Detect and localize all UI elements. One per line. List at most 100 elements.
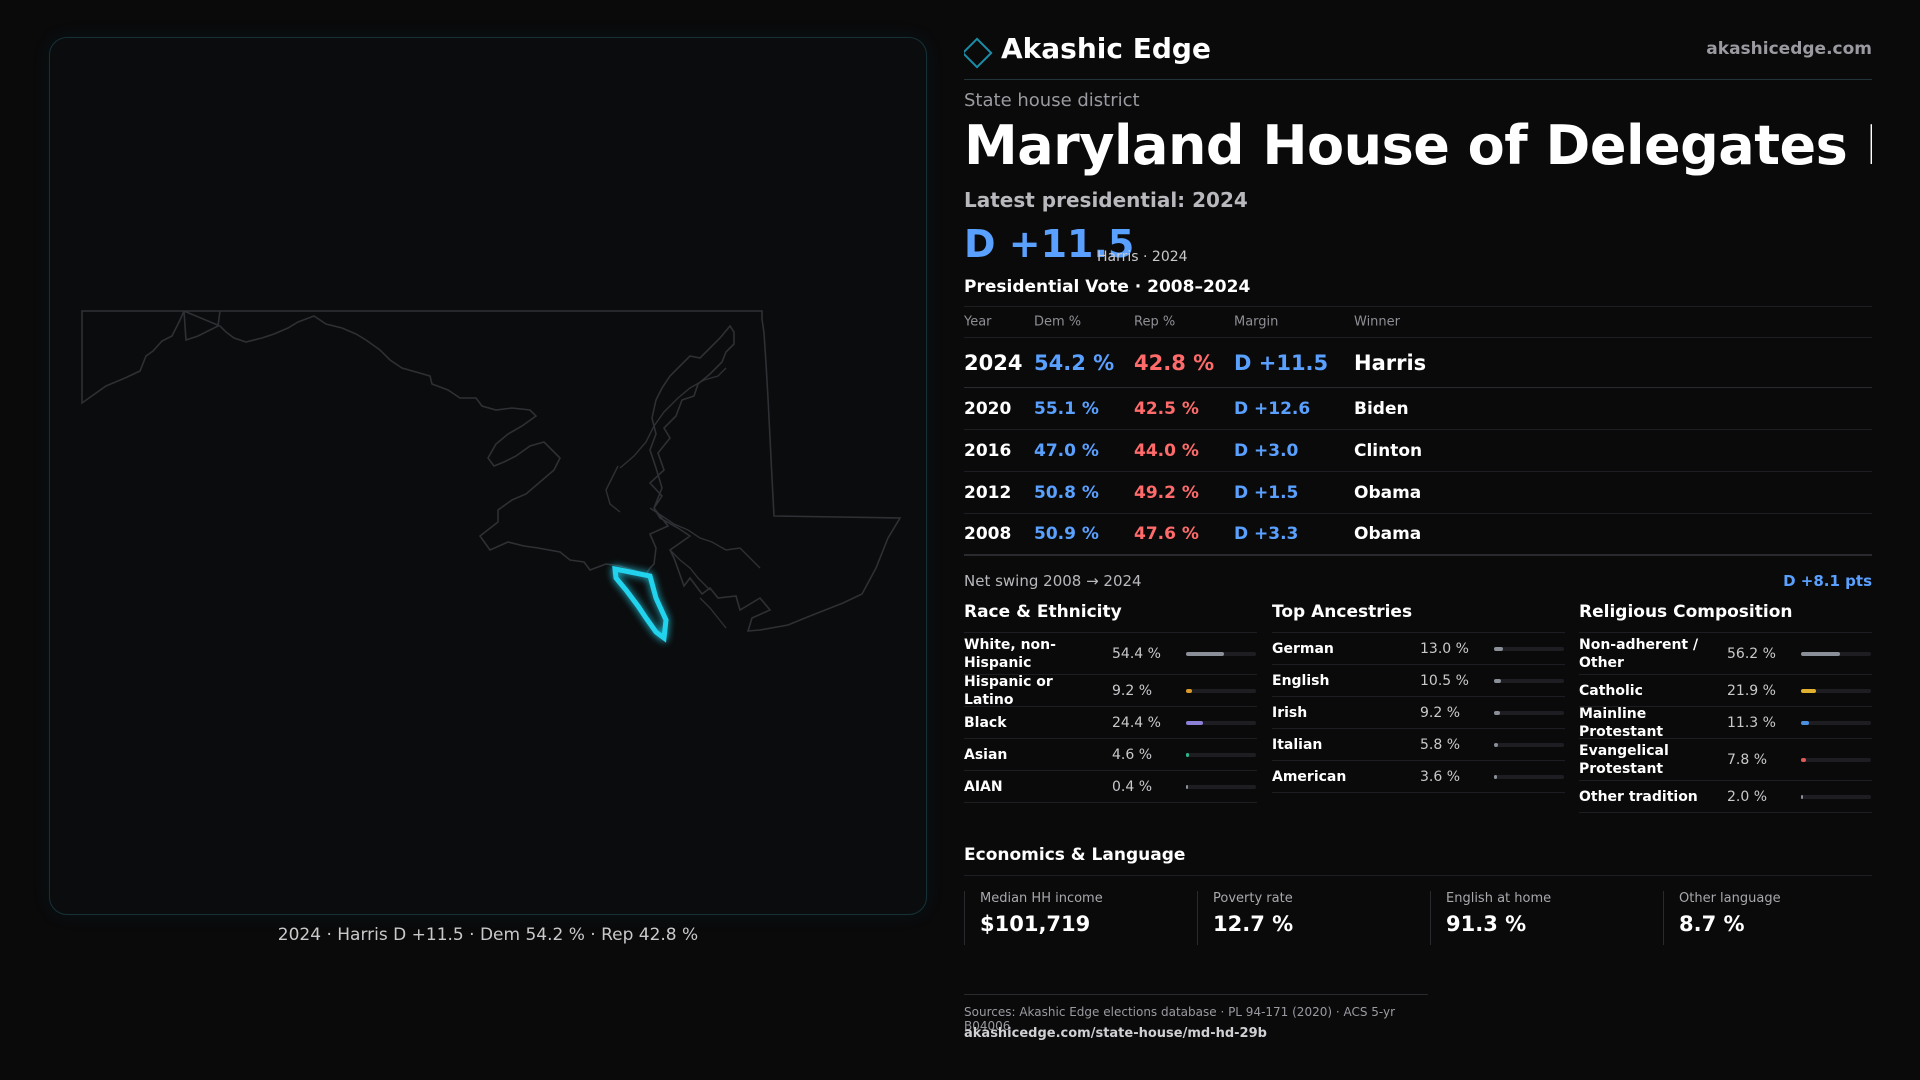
cell-rep: 47.6 % [1134,524,1199,544]
net-swing: Net swing 2008 → 2024 D +8.1 pts [964,572,1872,590]
row-label: Asian [964,746,1008,763]
cell-winner: Obama [1354,482,1422,503]
table-row: 2016 47.0 % 44.0 % D +3.0 Clinton [964,430,1872,472]
brand-header: Akashic Edge akashicedge.com [964,28,1872,80]
presidential-section-title: Presidential Vote · 2008–2024 [964,277,1251,297]
econ-other-language: Other language 8.7 % [1663,891,1872,945]
cell-rep: 49.2 % [1134,482,1199,503]
cell-rep: 42.8 % [1134,350,1215,375]
religion-title: Religious Composition [1579,602,1872,633]
row-label: AIAN [964,778,1003,795]
page-title: Maryland House of Delegates District 29B [964,114,1872,177]
list-item: Catholic 21.9 % [1579,675,1872,707]
ancestry-panel: Top Ancestries German 13.0 % English 10.5 %… [1272,602,1565,793]
row-label: Non-adherent / Other [1579,636,1699,671]
row-label: Hispanic or Latino [964,673,1053,708]
share-bar [1801,651,1871,656]
presidential-table: Year Dem % Rep % Margin Winner 2024 54.2… [964,306,1872,556]
econ-value: 91.3 % [1446,912,1527,936]
econ-label: Other language [1679,891,1781,906]
row-label: German [1272,640,1334,657]
share-bar-fill [1801,757,1807,762]
row-label: Evangelical Protestant [1579,742,1669,777]
share-bar [1801,757,1871,762]
cell-margin: D +12.6 [1234,398,1311,419]
cell-year: 2020 [964,398,1012,419]
cell-margin: D +3.0 [1234,440,1299,461]
race-ethnicity-title: Race & Ethnicity [964,602,1257,633]
brand-url-link[interactable]: akashicedge.com [1706,39,1872,59]
share-bar-fill [1186,651,1225,656]
cell-year: 2012 [964,482,1012,503]
sources-note: Sources: Akashic Edge elections database… [964,994,1428,1033]
list-item: Black 24.4 % [964,707,1257,739]
info-panel: Akashic Edge akashicedge.com State house… [964,0,1872,1080]
econ-value: 12.7 % [1213,912,1294,936]
share-bar-fill [1801,651,1841,656]
share-bar-fill [1801,794,1803,799]
ancestry-title: Top Ancestries [1272,602,1565,633]
share-bar [1186,688,1256,693]
share-bar-fill [1186,784,1188,789]
list-item: Hispanic or Latino 9.2 % [964,673,1257,708]
row-value: 3.6 % [1420,768,1461,785]
econ-english: English at home 91.3 % [1430,891,1663,945]
row-label: Italian [1272,736,1323,753]
row-value: 9.2 % [1420,704,1461,721]
row-value: 7.8 % [1727,751,1768,768]
row-label: American [1272,768,1347,785]
map-caption: 2024 · Harris D +11.5 · Dem 54.2 % · Rep… [277,925,699,945]
table-header-row: Year Dem % Rep % Margin Winner [964,306,1872,338]
share-bar-fill [1494,646,1504,651]
econ-value: $101,719 [980,912,1091,936]
list-item: Irish 9.2 % [1272,697,1565,729]
cell-margin: D +11.5 [1234,350,1329,375]
row-label: Black [964,714,1007,731]
cell-winner: Obama [1354,524,1422,544]
row-value: 0.4 % [1112,778,1153,795]
econ-poverty: Poverty rate 12.7 % [1197,891,1430,945]
share-bar-fill [1494,742,1499,747]
list-item: Mainline Protestant 11.3 % [1579,705,1872,740]
row-value: 13.0 % [1420,640,1469,657]
cell-dem: 54.2 % [1034,350,1115,375]
row-value: 21.9 % [1727,682,1776,699]
brand-name: Akashic Edge [1001,32,1211,65]
row-label: Other tradition [1579,788,1698,805]
state-map [81,310,902,643]
list-item: White, non-Hispanic 54.4 % [964,633,1257,675]
share-bar-fill [1801,720,1809,725]
list-item: AIAN 0.4 % [964,771,1257,803]
share-bar-fill [1186,688,1193,693]
religion-panel: Religious Composition Non-adherent / Oth… [1579,602,1872,813]
cell-dem: 55.1 % [1034,398,1099,419]
econ-label: Poverty rate [1213,891,1293,906]
row-value: 5.8 % [1420,736,1461,753]
share-bar [1186,752,1256,757]
share-bar [1494,710,1564,715]
share-bar [1494,678,1564,683]
cell-winner: Harris [1354,350,1427,375]
list-item: Other tradition 2.0 % [1579,781,1872,813]
share-bar-fill [1801,688,1817,693]
brand-logo-icon [964,37,993,69]
table-row: 2008 50.9 % 47.6 % D +3.3 Obama [964,514,1872,556]
share-bar [1801,720,1871,725]
sources-url-link[interactable]: akashicedge.com/state-house/md-hd-29b [964,1026,1267,1041]
header-year: Year [964,314,992,330]
share-bar [1494,774,1564,779]
row-label: Catholic [1579,682,1643,699]
table-row: 2012 50.8 % 49.2 % D +1.5 Obama [964,472,1872,514]
share-bar [1186,651,1256,656]
cell-year: 2024 [964,350,1023,375]
state-outline [81,310,902,632]
share-bar [1494,742,1564,747]
net-swing-value: D +8.1 pts [1783,572,1872,590]
share-bar [1186,784,1256,789]
map-panel[interactable] [49,37,927,915]
list-item: Italian 5.8 % [1272,729,1565,761]
district-shape[interactable] [612,565,669,643]
row-label: Irish [1272,704,1308,721]
list-item: Asian 4.6 % [964,739,1257,771]
row-label: Mainline Protestant [1579,705,1664,740]
